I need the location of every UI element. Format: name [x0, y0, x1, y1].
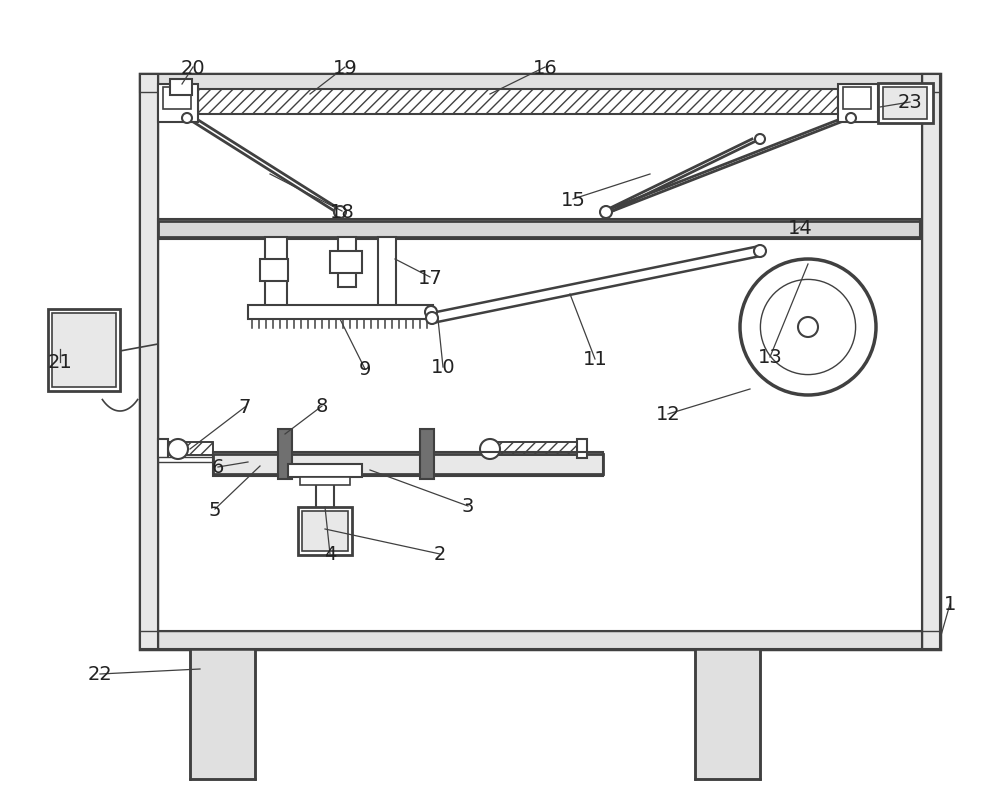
- Text: 8: 8: [316, 397, 328, 416]
- Bar: [170, 80, 192, 96]
- Circle shape: [754, 245, 766, 257]
- Text: 10: 10: [431, 358, 455, 377]
- Text: 3: 3: [462, 497, 474, 516]
- Text: 17: 17: [418, 268, 442, 287]
- Bar: [213, 452, 603, 476]
- Bar: [140, 75, 940, 649]
- Text: 6: 6: [212, 458, 224, 477]
- Bar: [140, 75, 940, 93]
- Text: 12: 12: [656, 405, 680, 424]
- Bar: [883, 88, 927, 119]
- Bar: [490, 443, 580, 456]
- Bar: [158, 220, 920, 240]
- Circle shape: [798, 318, 818, 338]
- Bar: [140, 75, 158, 649]
- Text: 1: 1: [944, 595, 956, 614]
- Text: 19: 19: [333, 59, 357, 78]
- Bar: [158, 443, 213, 456]
- Bar: [577, 439, 587, 459]
- Bar: [158, 457, 213, 463]
- Bar: [213, 455, 603, 475]
- Text: 23: 23: [898, 93, 922, 112]
- Circle shape: [425, 306, 437, 318]
- Bar: [260, 260, 288, 282]
- Circle shape: [846, 114, 856, 124]
- Text: 20: 20: [181, 59, 205, 78]
- Circle shape: [755, 135, 765, 145]
- Text: 5: 5: [209, 500, 221, 519]
- Bar: [298, 508, 352, 555]
- Text: 22: 22: [88, 665, 112, 683]
- Bar: [695, 649, 760, 779]
- Circle shape: [740, 260, 876, 395]
- Bar: [330, 252, 362, 273]
- Bar: [288, 464, 362, 477]
- Text: 11: 11: [583, 350, 607, 369]
- Circle shape: [480, 439, 500, 460]
- Bar: [52, 314, 116, 387]
- Bar: [278, 429, 292, 480]
- Circle shape: [426, 313, 438, 325]
- Bar: [338, 237, 356, 288]
- Bar: [838, 85, 878, 123]
- Bar: [922, 75, 940, 649]
- Circle shape: [168, 439, 188, 460]
- Text: 7: 7: [239, 398, 251, 417]
- Circle shape: [760, 280, 856, 375]
- Bar: [265, 237, 287, 308]
- Text: 4: 4: [324, 545, 336, 564]
- Bar: [300, 477, 350, 485]
- Bar: [158, 439, 168, 459]
- Text: 16: 16: [533, 59, 557, 78]
- Bar: [248, 306, 433, 320]
- Bar: [158, 221, 920, 237]
- Bar: [158, 85, 198, 123]
- Bar: [163, 88, 191, 110]
- Bar: [420, 429, 434, 480]
- Bar: [302, 512, 348, 551]
- Bar: [48, 310, 120, 391]
- Bar: [158, 443, 213, 456]
- Bar: [878, 84, 933, 124]
- Bar: [190, 649, 255, 779]
- Bar: [378, 237, 396, 313]
- Circle shape: [600, 207, 612, 219]
- Circle shape: [182, 114, 192, 124]
- Bar: [198, 90, 838, 115]
- Text: 13: 13: [758, 348, 782, 367]
- Bar: [316, 476, 334, 551]
- Text: 2: 2: [434, 545, 446, 564]
- Text: 9: 9: [359, 360, 371, 379]
- Text: 15: 15: [561, 190, 585, 209]
- Text: 21: 21: [48, 353, 72, 372]
- Text: 14: 14: [788, 218, 812, 237]
- Bar: [843, 88, 871, 110]
- Circle shape: [334, 207, 346, 219]
- Bar: [140, 631, 940, 649]
- Bar: [490, 443, 580, 456]
- Text: 18: 18: [330, 202, 354, 221]
